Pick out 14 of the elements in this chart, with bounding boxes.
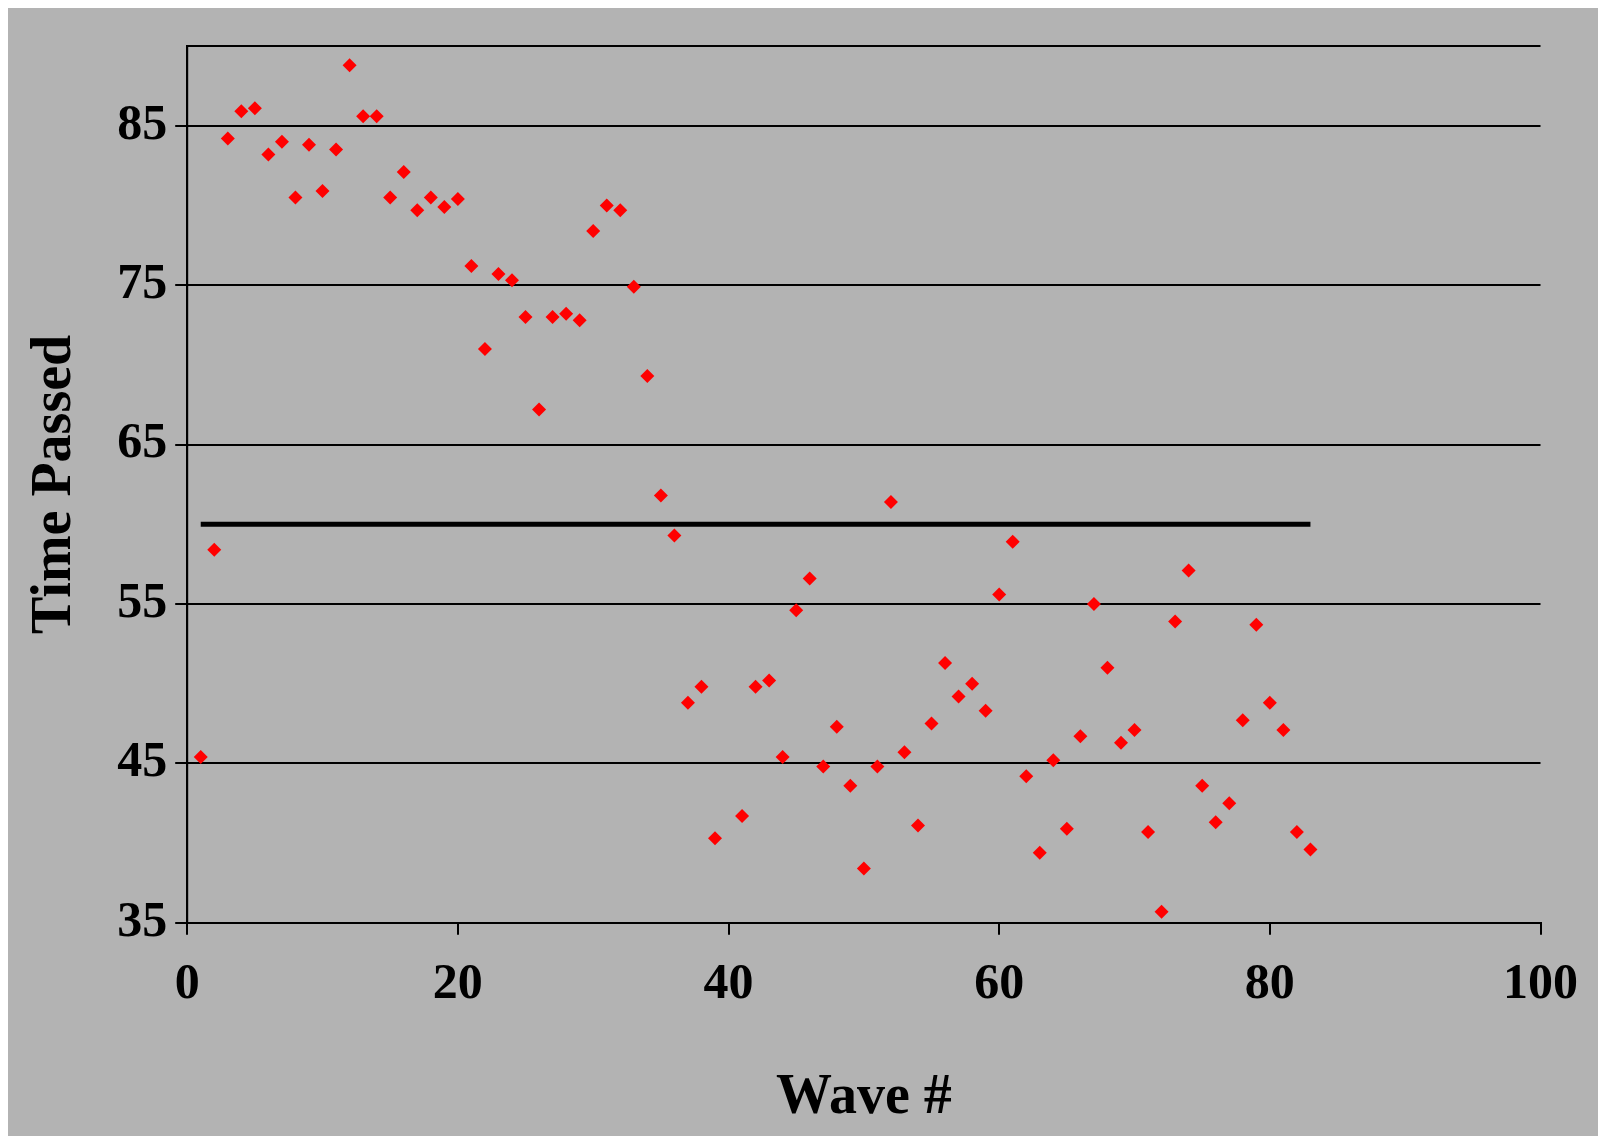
y-tick-label: 55 xyxy=(117,571,168,628)
x-tick-label: 40 xyxy=(703,952,754,1009)
y-tick-label: 75 xyxy=(117,253,168,310)
x-tick-label: 20 xyxy=(432,952,483,1009)
x-tick-label: 60 xyxy=(974,952,1025,1009)
x-tick-label: 0 xyxy=(174,952,200,1009)
x-tick-label: 100 xyxy=(1503,952,1578,1009)
y-tick-label: 65 xyxy=(117,412,168,469)
y-axis-title: Time Passed xyxy=(20,334,83,634)
y-tick-label: 35 xyxy=(117,890,168,947)
x-tick-label: 80 xyxy=(1244,952,1295,1009)
y-tick-label: 45 xyxy=(117,731,168,788)
x-axis-title: Wave # xyxy=(775,1062,952,1125)
y-tick-label: 85 xyxy=(117,93,168,150)
